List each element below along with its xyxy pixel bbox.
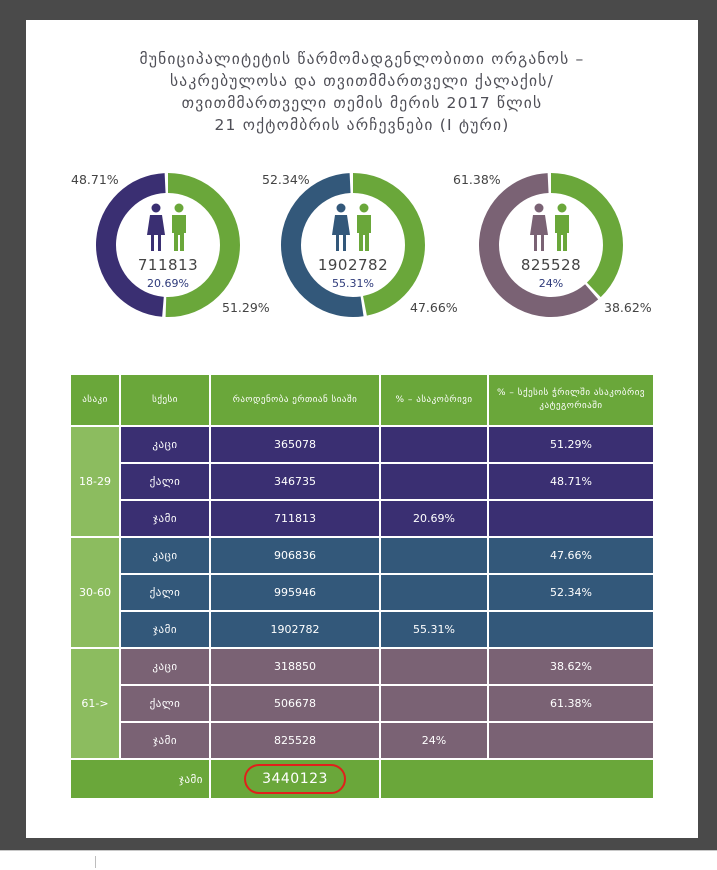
sex-pct-cell: 51.29%: [487, 425, 655, 464]
donut-total: 711813: [137, 256, 199, 274]
table-row: 61-> კაცი 318850 38.62%: [69, 647, 655, 760]
title-line: საკრებულოსა და თვითმმართველი ქალაქის/: [169, 72, 554, 90]
table-header-row: ასაკი სქესი რაოდენობა ერთიან სიაში % – ა…: [69, 373, 655, 427]
donut-male-pct: 38.62%: [604, 300, 652, 315]
donut-ring: [281, 173, 426, 317]
age-gender-table: ასაკი სქესი რაოდენობა ერთიან სიაში % – ა…: [69, 373, 655, 800]
age-pct-cell: [379, 647, 489, 686]
count-cell: 318850: [209, 647, 381, 686]
donut-male-pct: 47.66%: [410, 300, 458, 315]
donut-ring: [96, 173, 240, 317]
age-group-cell: 30-60: [69, 536, 121, 649]
sex-pct-cell: 47.66%: [487, 536, 655, 575]
woman-man-icon: [332, 203, 371, 251]
sex-pct-cell: [487, 499, 655, 538]
total-label: ჯამი: [69, 758, 211, 800]
sex-pct-cell: [487, 721, 655, 760]
header-sex-pct: % – სქესის ჭრილში ასაკობრივ კატეგორიაში: [487, 373, 655, 427]
total-empty-cell: [379, 758, 655, 800]
age-pct-cell: [379, 462, 489, 501]
title-line: თვითმმართველი თემის მერის 2017 წლის: [181, 94, 543, 112]
donut-female-pct: 61.38%: [453, 172, 501, 187]
status-divider: [95, 856, 96, 868]
header-age: ასაკი: [69, 373, 121, 427]
people-icon: [328, 203, 378, 253]
table-row: ქალი 346735 48.71%: [70, 462, 655, 501]
donut-female-pct: 48.71%: [71, 172, 119, 187]
woman-man-icon: [147, 203, 186, 251]
sex-pct-cell: 52.34%: [487, 573, 655, 612]
sex-cell: ჯამი: [119, 499, 211, 538]
header-count: რაოდენობა ერთიან სიაში: [209, 373, 381, 427]
age-pct-cell: [379, 425, 489, 464]
count-cell: 346735: [209, 462, 381, 501]
donut-share: 55.31%: [332, 277, 374, 290]
donut-chart-30-60: 1902782 55.31%: [278, 170, 428, 320]
sex-pct-cell: 38.62%: [487, 647, 655, 686]
sex-cell: კაცი: [119, 647, 211, 686]
sex-cell: ჯამი: [119, 610, 211, 649]
age-pct-cell: 24%: [379, 721, 489, 760]
donut-share: 24%: [538, 277, 564, 290]
total-value-highlight: 3440123: [244, 764, 346, 794]
donut-male-arc: [479, 173, 623, 317]
count-cell: 365078: [209, 425, 381, 464]
page-title: მუნიციპალიტეტის წარმომადგენლობითი ორგანო…: [26, 48, 698, 136]
count-cell: 1902782: [209, 610, 381, 649]
table-row: ჯამი 711813 20.69%: [70, 499, 655, 538]
donut-share: 20.69%: [147, 277, 189, 290]
age-pct-cell: 55.31%: [379, 610, 489, 649]
table-row: ჯამი 825528 24%: [70, 721, 655, 760]
title-line: 21 ოქტომბრის არჩევნები (I ტური): [214, 116, 510, 134]
donut-male-arc: [281, 173, 425, 317]
header-sex: სქესი: [119, 373, 211, 427]
count-cell: 825528: [209, 721, 381, 760]
document-page: მუნიციპალიტეტის წარმომადგენლობითი ორგანო…: [26, 20, 698, 838]
donut-female-arc: [96, 173, 240, 317]
donut-chart-61-plus: 825528 24%: [476, 170, 626, 320]
age-pct-cell: [379, 536, 489, 575]
sex-cell: კაცი: [119, 425, 211, 464]
age-pct-cell: 20.69%: [379, 499, 489, 538]
age-pct-cell: [379, 684, 489, 723]
donut-ring: [479, 173, 623, 317]
table-row: ჯამი 1902782 55.31%: [70, 610, 655, 649]
sex-pct-cell: [487, 610, 655, 649]
woman-man-icon: [530, 203, 569, 251]
sex-pct-cell: 48.71%: [487, 462, 655, 501]
viewer-status-bar: [0, 850, 717, 870]
sex-cell: ქალი: [119, 573, 211, 612]
table-row: ქალი 995946 52.34%: [70, 573, 655, 612]
title-line: მუნიციპალიტეტის წარმომადგენლობითი ორგანო…: [139, 50, 585, 68]
count-cell: 995946: [209, 573, 381, 612]
people-icon: [526, 203, 576, 253]
donut-chart-18-29: 711813 20.69%: [93, 170, 243, 320]
table-row: 30-60 კაცი 906836 47.66%: [69, 536, 655, 649]
sex-cell: ქალი: [119, 462, 211, 501]
people-icon: [143, 203, 193, 253]
sex-cell: ქალი: [119, 684, 211, 723]
count-cell: 711813: [209, 499, 381, 538]
age-group-cell: 18-29: [69, 425, 121, 538]
sex-pct-cell: 61.38%: [487, 684, 655, 723]
sex-cell: კაცი: [119, 536, 211, 575]
age-group-cell: 61->: [69, 647, 121, 760]
table-row: ქალი 506678 61.38%: [70, 684, 655, 723]
donut-male-pct: 51.29%: [222, 300, 270, 315]
table-row: 18-29 კაცი 365078 51.29%: [69, 425, 655, 538]
sex-cell: ჯამი: [119, 721, 211, 760]
total-value-cell: 3440123: [209, 758, 381, 800]
table-total-row: ჯამი 3440123: [69, 758, 655, 800]
donut-total: 825528: [520, 256, 582, 274]
donut-male-arc: [96, 173, 240, 317]
age-pct-cell: [379, 573, 489, 612]
count-cell: 906836: [209, 536, 381, 575]
count-cell: 506678: [209, 684, 381, 723]
donut-female-pct: 52.34%: [262, 172, 310, 187]
donut-total: 1902782: [317, 256, 389, 274]
header-age-pct: % – ასაკობრივი: [379, 373, 489, 427]
